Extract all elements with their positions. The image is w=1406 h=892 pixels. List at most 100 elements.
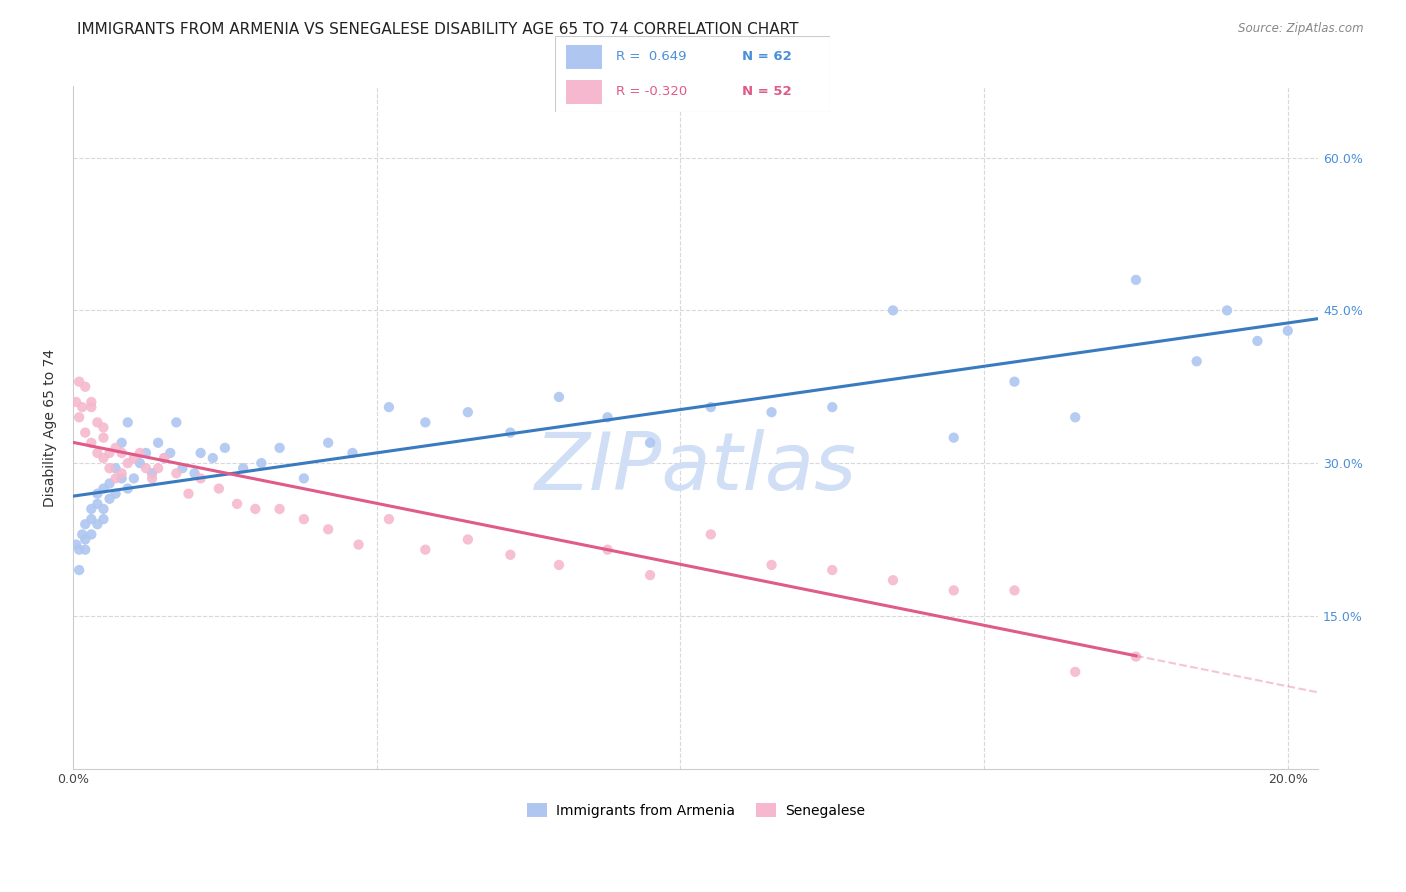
Point (129, 446, 152, 460)
Point (122, 471, 145, 485)
Point (146, 435, 169, 450)
Point (65, 395, 87, 409)
Point (93, 512, 115, 526)
Point (548, 390, 571, 404)
Point (378, 400, 401, 414)
Point (146, 461, 169, 475)
Point (86, 497, 108, 511)
Point (1125, 649, 1147, 664)
Point (165, 416, 187, 430)
Point (104, 441, 127, 455)
Point (67, 542, 90, 557)
Point (415, 542, 437, 557)
Point (122, 450, 145, 465)
Point (67, 563, 90, 577)
Point (75, 380, 97, 394)
Point (1064, 410, 1087, 425)
Point (67, 410, 90, 425)
Point (80, 395, 103, 409)
Text: R =  0.649: R = 0.649 (616, 51, 686, 63)
Point (93, 420, 115, 434)
Point (596, 542, 619, 557)
Point (1277, 324, 1299, 338)
Point (104, 486, 127, 500)
Point (201, 450, 224, 465)
Point (292, 512, 315, 526)
Point (457, 405, 479, 419)
Bar (567, 79, 602, 104)
Point (159, 446, 181, 460)
Point (1004, 375, 1026, 389)
Point (141, 467, 163, 481)
Point (135, 446, 157, 460)
Point (75, 542, 97, 557)
Point (190, 446, 212, 460)
Point (214, 441, 236, 455)
Point (1125, 273, 1147, 287)
Point (761, 405, 783, 419)
Point (80, 512, 103, 526)
Point (165, 467, 187, 481)
Point (1004, 583, 1026, 598)
Point (821, 563, 844, 577)
Point (250, 456, 273, 470)
Point (942, 431, 965, 445)
Point (111, 446, 134, 460)
Point (208, 482, 231, 496)
Point (104, 461, 127, 475)
Point (104, 471, 127, 485)
Point (80, 502, 103, 516)
Point (172, 461, 194, 475)
Point (93, 502, 115, 516)
Point (1064, 665, 1087, 679)
Point (65, 538, 87, 552)
Point (638, 568, 661, 582)
Point (378, 512, 401, 526)
Bar (567, 45, 602, 69)
Point (70, 400, 93, 414)
Point (117, 456, 139, 470)
Point (86, 446, 108, 460)
Point (347, 538, 370, 552)
Point (821, 400, 844, 414)
Point (93, 431, 115, 445)
Point (548, 558, 571, 572)
Text: N = 52: N = 52 (742, 86, 792, 98)
Point (269, 502, 291, 516)
Point (98, 446, 121, 460)
Text: N = 62: N = 62 (742, 51, 792, 63)
Text: R = -0.320: R = -0.320 (616, 86, 688, 98)
Text: Source: ZipAtlas.com: Source: ZipAtlas.com (1239, 22, 1364, 36)
Point (499, 425, 522, 440)
Point (135, 461, 157, 475)
Point (700, 527, 723, 541)
Point (117, 482, 139, 496)
FancyBboxPatch shape (555, 36, 830, 112)
Point (499, 548, 522, 562)
Point (292, 471, 315, 485)
Point (80, 527, 103, 541)
Point (882, 573, 904, 587)
Point (98, 461, 121, 475)
Point (1216, 303, 1239, 318)
Point (153, 450, 176, 465)
Point (67, 375, 90, 389)
Y-axis label: Disability Age 65 to 74: Disability Age 65 to 74 (44, 349, 58, 507)
Point (190, 471, 212, 485)
Point (269, 441, 291, 455)
Point (93, 450, 115, 465)
Point (638, 435, 661, 450)
Point (75, 425, 97, 440)
Point (700, 400, 723, 414)
Point (177, 486, 200, 500)
Point (141, 471, 163, 485)
Point (415, 416, 437, 430)
Point (232, 461, 254, 475)
Point (596, 410, 619, 425)
Point (1246, 334, 1268, 348)
Point (316, 522, 339, 536)
Point (75, 517, 97, 532)
Point (111, 471, 134, 485)
Point (153, 450, 176, 465)
Point (111, 435, 134, 450)
